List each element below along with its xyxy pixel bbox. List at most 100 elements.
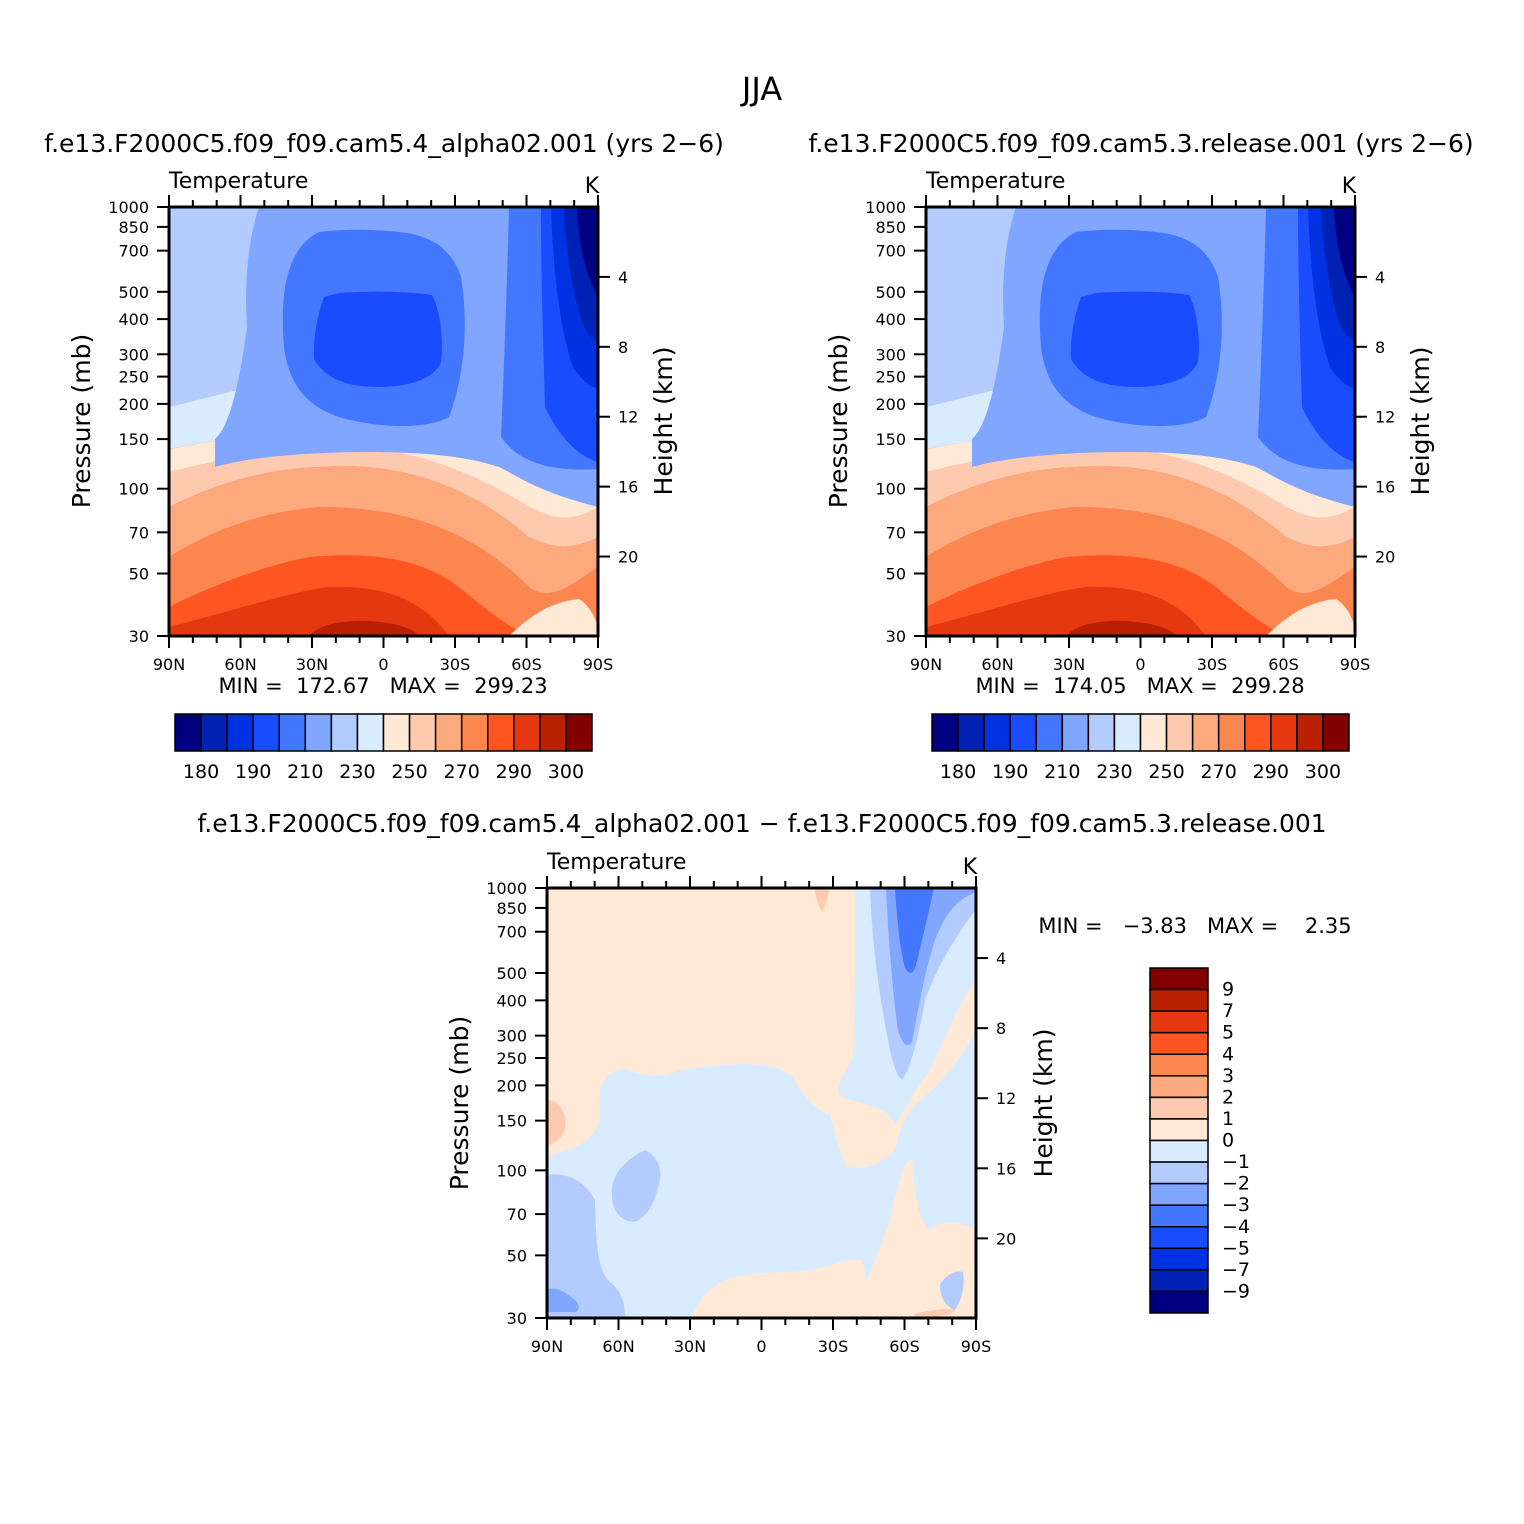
panel-left-y2-label: Height (km) [649,347,678,496]
colorbar-swatch [1149,1053,1209,1077]
y-tick-label: 700 [118,242,149,261]
colorbar-swatch [1009,713,1037,752]
colorbar-swatch [434,713,463,752]
colorbar-label: 3 [1222,1065,1234,1087]
colorbar-label: 230 [339,761,375,783]
colorbar-swatch [1139,713,1168,752]
colorbar-label: −4 [1222,1216,1250,1238]
colorbar-label: −2 [1222,1173,1250,1195]
panel-right-variable-label: Temperature [925,169,1065,194]
colorbar-swatch [1149,1031,1209,1055]
panel-right-y-label: Pressure (mb) [824,334,853,508]
colorbar-swatch [1149,1247,1209,1271]
panel-diff-y-label: Pressure (mb) [445,1016,474,1190]
panel-diff-units: K [963,855,978,880]
colorbar-swatch [1149,1118,1209,1142]
colorbar-label: 300 [548,761,584,783]
panel-left: f.e13.F2000C5.f09_f09.cam5.4_alpha02.001… [44,129,724,783]
colorbar-label: −1 [1222,1151,1250,1173]
colorbar-swatch [1322,713,1350,752]
y-tick-label: 300 [875,345,906,364]
colorbar-swatch [252,713,280,752]
panel-diff-case-title: f.e13.F2000C5.f09_f09.cam5.4_alpha02.001… [197,809,1326,838]
y-tick-label: 30 [129,627,149,646]
colorbar-swatch [1217,713,1246,752]
colorbar-label: 210 [287,761,323,783]
colorbar-swatch [1149,1182,1209,1206]
colorbar-label: 230 [1096,761,1132,783]
y-tick-label: 400 [875,310,906,329]
colorbar-swatch [408,713,437,752]
y2-tick-label: 20 [618,548,638,567]
y-tick-label: 200 [875,395,906,414]
y-tick-label: 50 [129,565,149,584]
y2-tick-label: 12 [618,408,638,427]
y-tick-label: 150 [496,1112,527,1131]
colorbar-label: 290 [496,761,532,783]
colorbar-label: 4 [1222,1043,1234,1065]
colorbar-swatch [1149,1096,1209,1120]
colorbar-label: 5 [1222,1022,1234,1044]
y-tick-label: 70 [886,523,906,542]
colorbar-swatch [1149,988,1209,1012]
x-tick-label: 0 [378,655,388,674]
colorbar-swatch [330,713,359,752]
y-tick-label: 30 [886,627,906,646]
y-tick-label: 300 [496,1027,527,1046]
colorbar-label: 2 [1222,1086,1234,1108]
panel-diff: f.e13.F2000C5.f09_f09.cam5.4_alpha02.001… [197,809,1351,1356]
colorbar-label: 250 [391,761,427,783]
y2-tick-label: 16 [618,478,638,497]
panel-diff-contour-field [547,888,976,1318]
colorbar-swatch [1244,713,1272,752]
colorbar-swatch [226,713,254,752]
y-tick-label: 850 [496,899,527,918]
x-tick-label: 90S [583,655,614,674]
x-tick-label: 90N [531,1337,563,1356]
colorbar-swatch [983,713,1011,752]
x-tick-label: 90N [153,655,185,674]
colorbar-swatch [565,713,593,752]
colorbar-swatch [278,713,307,752]
x-tick-label: 30S [440,655,471,674]
colorbar-swatch [382,713,411,752]
y-tick-label: 500 [496,964,527,983]
colorbar-label: 270 [1201,761,1237,783]
colorbar-swatch [1149,1226,1209,1250]
x-tick-label: 90S [961,1337,992,1356]
y-tick-label: 70 [129,523,149,542]
y-tick-label: 50 [507,1246,527,1265]
y2-tick-label: 8 [618,338,628,357]
panel-right-min-max: MIN = 174.05 MAX = 299.28 [975,674,1304,698]
panel-diff-y2-label: Height (km) [1029,1029,1058,1178]
panel-right-units: K [1342,174,1357,199]
colorbar-label: 270 [444,761,480,783]
colorbar-label: 180 [940,761,976,783]
colorbar-swatch [1113,713,1142,752]
panel-diff-variable-label: Temperature [546,850,686,875]
x-tick-label: 60N [981,655,1013,674]
y-tick-label: 700 [496,923,527,942]
colorbar-swatch [1191,713,1220,752]
y-tick-label: 50 [886,565,906,584]
panel-left-case-title: f.e13.F2000C5.f09_f09.cam5.4_alpha02.001… [44,129,724,158]
colorbar-label: −5 [1222,1237,1250,1259]
colorbar-label: 1 [1222,1108,1234,1130]
colorbar-swatch [356,713,385,752]
colorbar-label: 250 [1148,761,1184,783]
y-tick-label: 500 [118,283,149,302]
y-tick-label: 1000 [486,879,527,898]
colorbar-label: 300 [1305,761,1341,783]
y-tick-label: 100 [496,1161,527,1180]
x-tick-label: 90S [1340,655,1371,674]
x-tick-label: 30N [674,1337,706,1356]
colorbar-swatch [1296,713,1324,752]
colorbar-swatch [304,713,333,752]
y-tick-label: 250 [118,368,149,387]
y-tick-label: 150 [875,430,906,449]
y2-tick-label: 4 [1375,268,1385,287]
x-tick-label: 90N [910,655,942,674]
